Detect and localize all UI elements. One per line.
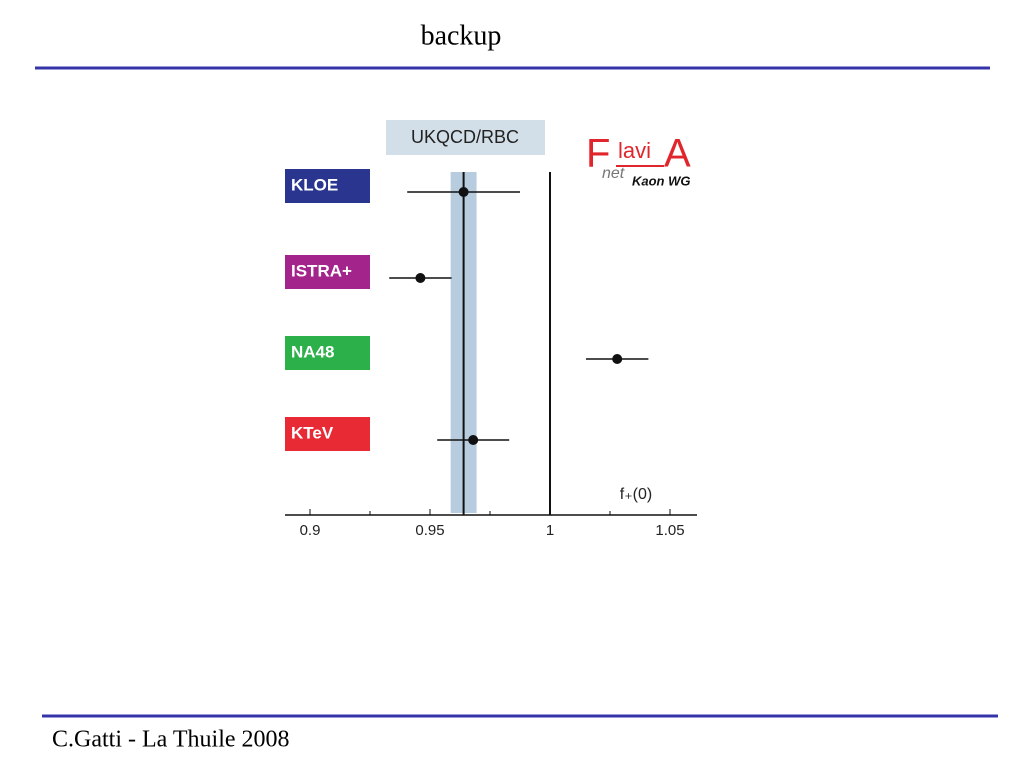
x-tick-label: 0.95 — [415, 522, 444, 539]
category-box — [285, 336, 370, 370]
x-tick-label: 0.9 — [300, 522, 321, 539]
logo-text: net — [602, 165, 625, 182]
slide-title: backup — [421, 20, 502, 51]
category-label: ISTRA+ — [291, 261, 352, 280]
footer-text: C.Gatti - La Thuile 2008 — [52, 727, 290, 753]
logo-text: Kaon WG — [632, 173, 691, 188]
x-tick-label: 1 — [546, 522, 554, 539]
point — [612, 354, 623, 364]
logo-text: A — [664, 132, 691, 176]
x-axis-label: f₊(0) — [620, 486, 652, 503]
logo: F lavi A net Kaon WG — [586, 132, 691, 189]
category-label: KTeV — [291, 423, 334, 442]
x-tick-label: 1.05 — [655, 522, 684, 539]
point — [458, 187, 469, 197]
point — [415, 273, 426, 283]
category-box — [285, 255, 370, 289]
category-box — [285, 417, 370, 451]
category-label: NA48 — [291, 342, 334, 361]
band-label: UKQCD/RBC — [411, 127, 519, 147]
logo-text: F — [586, 132, 610, 176]
band-label-box — [386, 120, 545, 155]
category-box — [285, 169, 370, 203]
category-label: KLOE — [291, 175, 338, 194]
logo-text: lavi — [618, 138, 651, 163]
point — [468, 435, 479, 445]
